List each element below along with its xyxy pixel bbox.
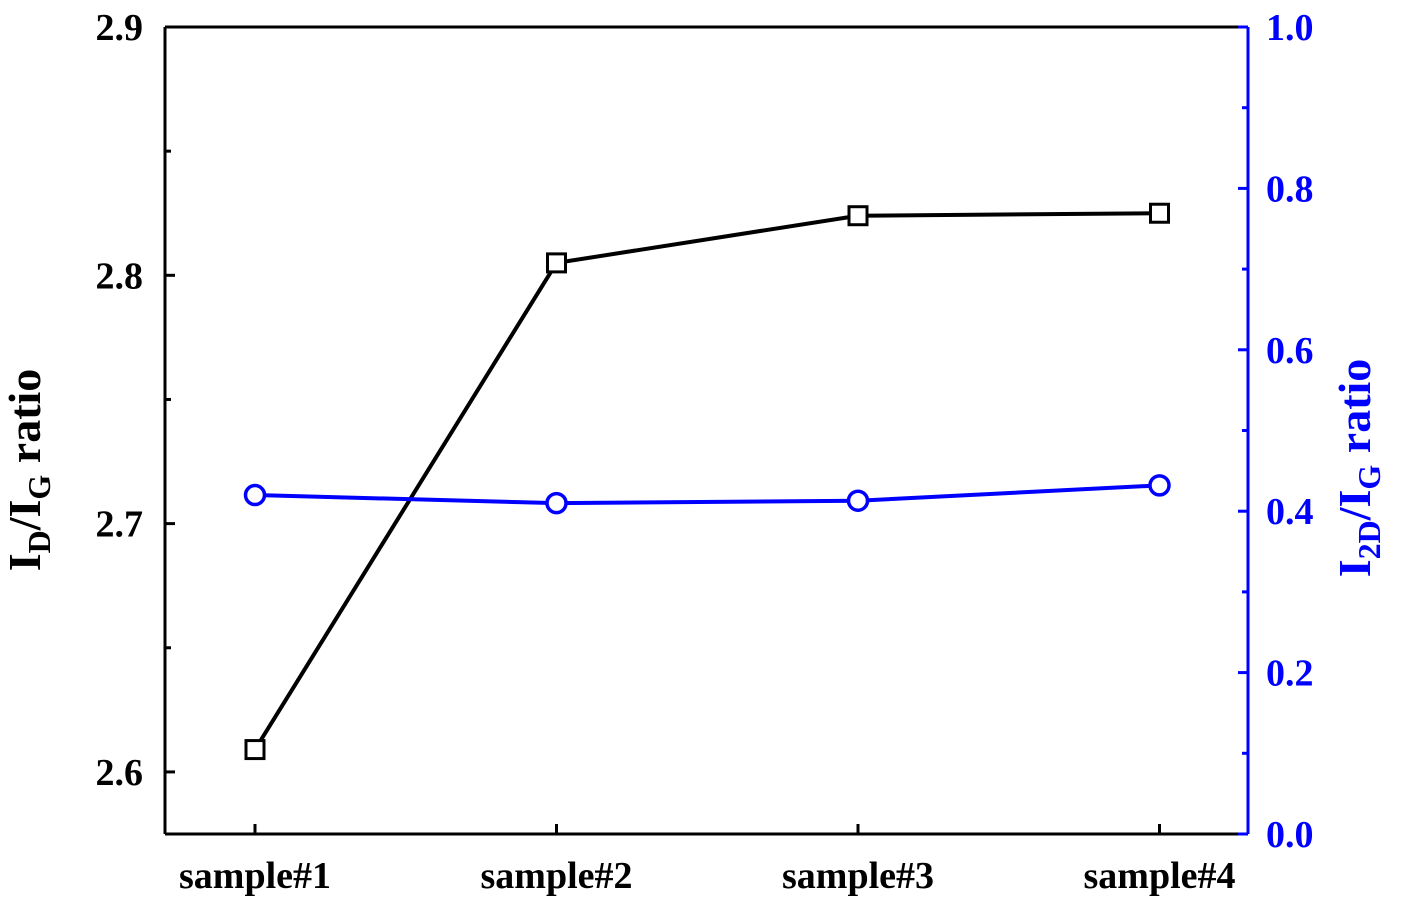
- square-marker: [1149, 202, 1170, 224]
- left-axis-title-main: I: [0, 553, 50, 571]
- right-axis-title-mid: /I: [1329, 490, 1380, 522]
- left-tick-label: 2.6: [96, 752, 144, 794]
- left-series-line: [253, 211, 1160, 751]
- left-tick-label: 2.8: [96, 255, 144, 297]
- right-axis-title-sub2: G: [1351, 465, 1387, 490]
- right-tick-label: 0.8: [1266, 168, 1314, 210]
- left-axis-title-mid: /I: [0, 500, 50, 532]
- x-axis-ticks: sample#1 sample#2 sample#3 sample#4: [179, 824, 1236, 897]
- right-axis-title-main: I: [1329, 559, 1380, 577]
- right-tick-label: 1.0: [1266, 7, 1314, 49]
- left-axis-title-sub1: D: [21, 530, 57, 553]
- x-category-label: sample#4: [1084, 855, 1236, 897]
- x-category-label: sample#2: [481, 855, 633, 897]
- left-axis-title-sub2: G: [21, 475, 57, 500]
- right-series-line: [254, 483, 1160, 506]
- left-axis-title-tail: ratio: [0, 369, 50, 475]
- series-layer: [243, 202, 1171, 761]
- left-axis-title: ID/IG ratio: [0, 369, 57, 572]
- right-tick-label: 0.4: [1266, 491, 1314, 533]
- right-axis-title-tail: ratio: [1329, 359, 1380, 465]
- right-axis-ticks: 0.0 0.2 0.4 0.6 0.8 1.0: [1238, 7, 1314, 856]
- right-axis-title-sub1: 2D: [1351, 520, 1387, 559]
- square-marker: [244, 739, 266, 761]
- right-tick-label: 0.6: [1266, 330, 1314, 372]
- circle-marker: [243, 483, 267, 507]
- left-axis-ticks: 2.6 2.7 2.8 2.9: [96, 7, 175, 794]
- x-category-label: sample#1: [179, 855, 331, 897]
- right-axis-title: I2D/IG ratio: [1329, 359, 1387, 578]
- square-marker: [847, 205, 869, 227]
- circle-marker: [846, 489, 870, 512]
- left-tick-label: 2.9: [96, 7, 144, 49]
- right-tick-label: 0.0: [1266, 814, 1314, 856]
- circle-marker: [545, 491, 568, 515]
- left-tick-label: 2.7: [96, 504, 144, 546]
- x-category-label: sample#3: [782, 855, 934, 897]
- circle-marker: [1148, 474, 1171, 497]
- square-marker: [546, 252, 567, 274]
- right-tick-label: 0.2: [1266, 653, 1314, 695]
